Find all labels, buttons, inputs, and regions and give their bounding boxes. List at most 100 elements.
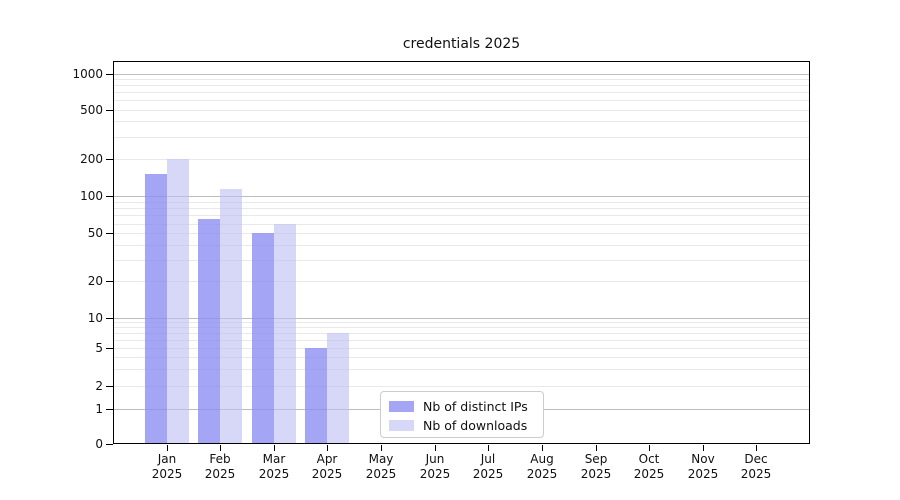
bar-downloads-feb [220, 189, 242, 443]
minor-gridline [114, 327, 809, 328]
minor-gridline [114, 137, 809, 138]
minor-gridline [114, 224, 809, 225]
year-label: 2025 [311, 467, 343, 481]
y-tick-label: 1 [95, 402, 103, 416]
month-label: Jul [480, 452, 496, 466]
y-axis-tick [106, 110, 113, 111]
bar-distinct-ips-feb [198, 219, 220, 443]
x-axis-tick [649, 445, 650, 451]
x-axis-tick [596, 445, 597, 451]
minor-gridline [114, 322, 809, 323]
y-axis-tick [106, 386, 113, 387]
year-label: 2025 [526, 467, 558, 481]
x-tick-label: Apr 2025 [297, 452, 357, 482]
minor-gridline [114, 92, 809, 93]
month-label: Sep [584, 452, 608, 466]
y-axis-tick [106, 409, 113, 410]
bar-downloads-mar [274, 224, 296, 443]
major-gridline [114, 318, 809, 319]
year-label: 2025 [580, 467, 612, 481]
y-axis-tick [106, 74, 113, 75]
x-tick-label: Oct 2025 [619, 452, 679, 482]
minor-gridline [114, 340, 809, 341]
x-axis-tick [274, 445, 275, 451]
month-label: May [368, 452, 394, 466]
x-axis-tick [435, 445, 436, 451]
month-label: Nov [691, 452, 715, 466]
month-label: Dec [744, 452, 768, 466]
minor-gridline [114, 369, 809, 370]
minor-gridline [114, 100, 809, 101]
minor-gridline [114, 348, 809, 349]
major-gridline [114, 74, 809, 75]
month-label: Mar [262, 452, 286, 466]
x-axis-tick [542, 445, 543, 451]
bar-downloads-apr [327, 333, 349, 443]
y-axis-tick [106, 159, 113, 160]
bar-distinct-ips-mar [252, 233, 274, 443]
month-label: Oct [638, 452, 660, 466]
y-tick-label: 0 [95, 437, 103, 451]
x-tick-label: Nov 2025 [673, 452, 733, 482]
minor-gridline [114, 208, 809, 209]
minor-gridline [114, 121, 809, 122]
legend-box: Nb of distinct IPs Nb of downloads [380, 391, 544, 438]
x-tick-label: Jul 2025 [458, 452, 518, 482]
y-tick-label: 1000 [72, 67, 103, 81]
legend-swatch-distinct-ips [389, 401, 414, 412]
x-tick-label: Dec 2025 [726, 452, 786, 482]
x-axis-tick [381, 445, 382, 451]
year-label: 2025 [419, 467, 451, 481]
y-tick-label: 500 [80, 103, 103, 117]
minor-gridline [114, 79, 809, 80]
x-axis-tick [703, 445, 704, 451]
minor-gridline [114, 202, 809, 203]
major-gridline [114, 196, 809, 197]
x-tick-label: Jun 2025 [405, 452, 465, 482]
y-axis-tick [106, 233, 113, 234]
x-tick-label: Sep 2025 [566, 452, 626, 482]
legend-label-downloads: Nb of downloads [423, 418, 528, 433]
x-axis-tick [756, 445, 757, 451]
y-axis-tick [106, 196, 113, 197]
bar-downloads-jan [167, 159, 189, 443]
chart-title: credentials 2025 [402, 36, 521, 52]
y-tick-label: 200 [80, 152, 103, 166]
month-label: Aug [530, 452, 554, 466]
minor-gridline [114, 215, 809, 216]
year-label: 2025 [740, 467, 772, 481]
y-tick-label: 50 [87, 226, 103, 240]
x-tick-label: Jan 2025 [137, 452, 197, 482]
year-label: 2025 [258, 467, 290, 481]
y-axis-tick [106, 281, 113, 282]
x-tick-label: Feb 2025 [190, 452, 250, 482]
legend-item-distinct-ips: Nb of distinct IPs [389, 397, 543, 416]
year-label: 2025 [204, 467, 236, 481]
y-tick-label: 20 [87, 274, 103, 288]
month-label: Apr [316, 452, 338, 466]
minor-gridline [114, 245, 809, 246]
minor-gridline [114, 233, 809, 234]
minor-gridline [114, 85, 809, 86]
year-label: 2025 [151, 467, 183, 481]
month-label: Jan [157, 452, 177, 466]
y-axis-tick [106, 318, 113, 319]
plot-frame [113, 61, 810, 444]
x-axis-tick [327, 445, 328, 451]
y-tick-label: 2 [95, 379, 103, 393]
y-tick-label: 10 [87, 311, 103, 325]
legend-label-distinct-ips: Nb of distinct IPs [423, 399, 528, 414]
month-label: Jun [425, 452, 445, 466]
x-axis-tick [488, 445, 489, 451]
x-tick-label: Mar 2025 [244, 452, 304, 482]
y-tick-label: 5 [95, 341, 103, 355]
y-tick-label: 100 [80, 189, 103, 203]
legend-swatch-downloads [389, 420, 414, 431]
bar-distinct-ips-apr [305, 348, 327, 443]
y-axis-tick [106, 348, 113, 349]
x-tick-label: May 2025 [351, 452, 411, 482]
bar-distinct-ips-jan [145, 174, 167, 443]
x-axis-tick [220, 445, 221, 451]
minor-gridline [114, 110, 809, 111]
